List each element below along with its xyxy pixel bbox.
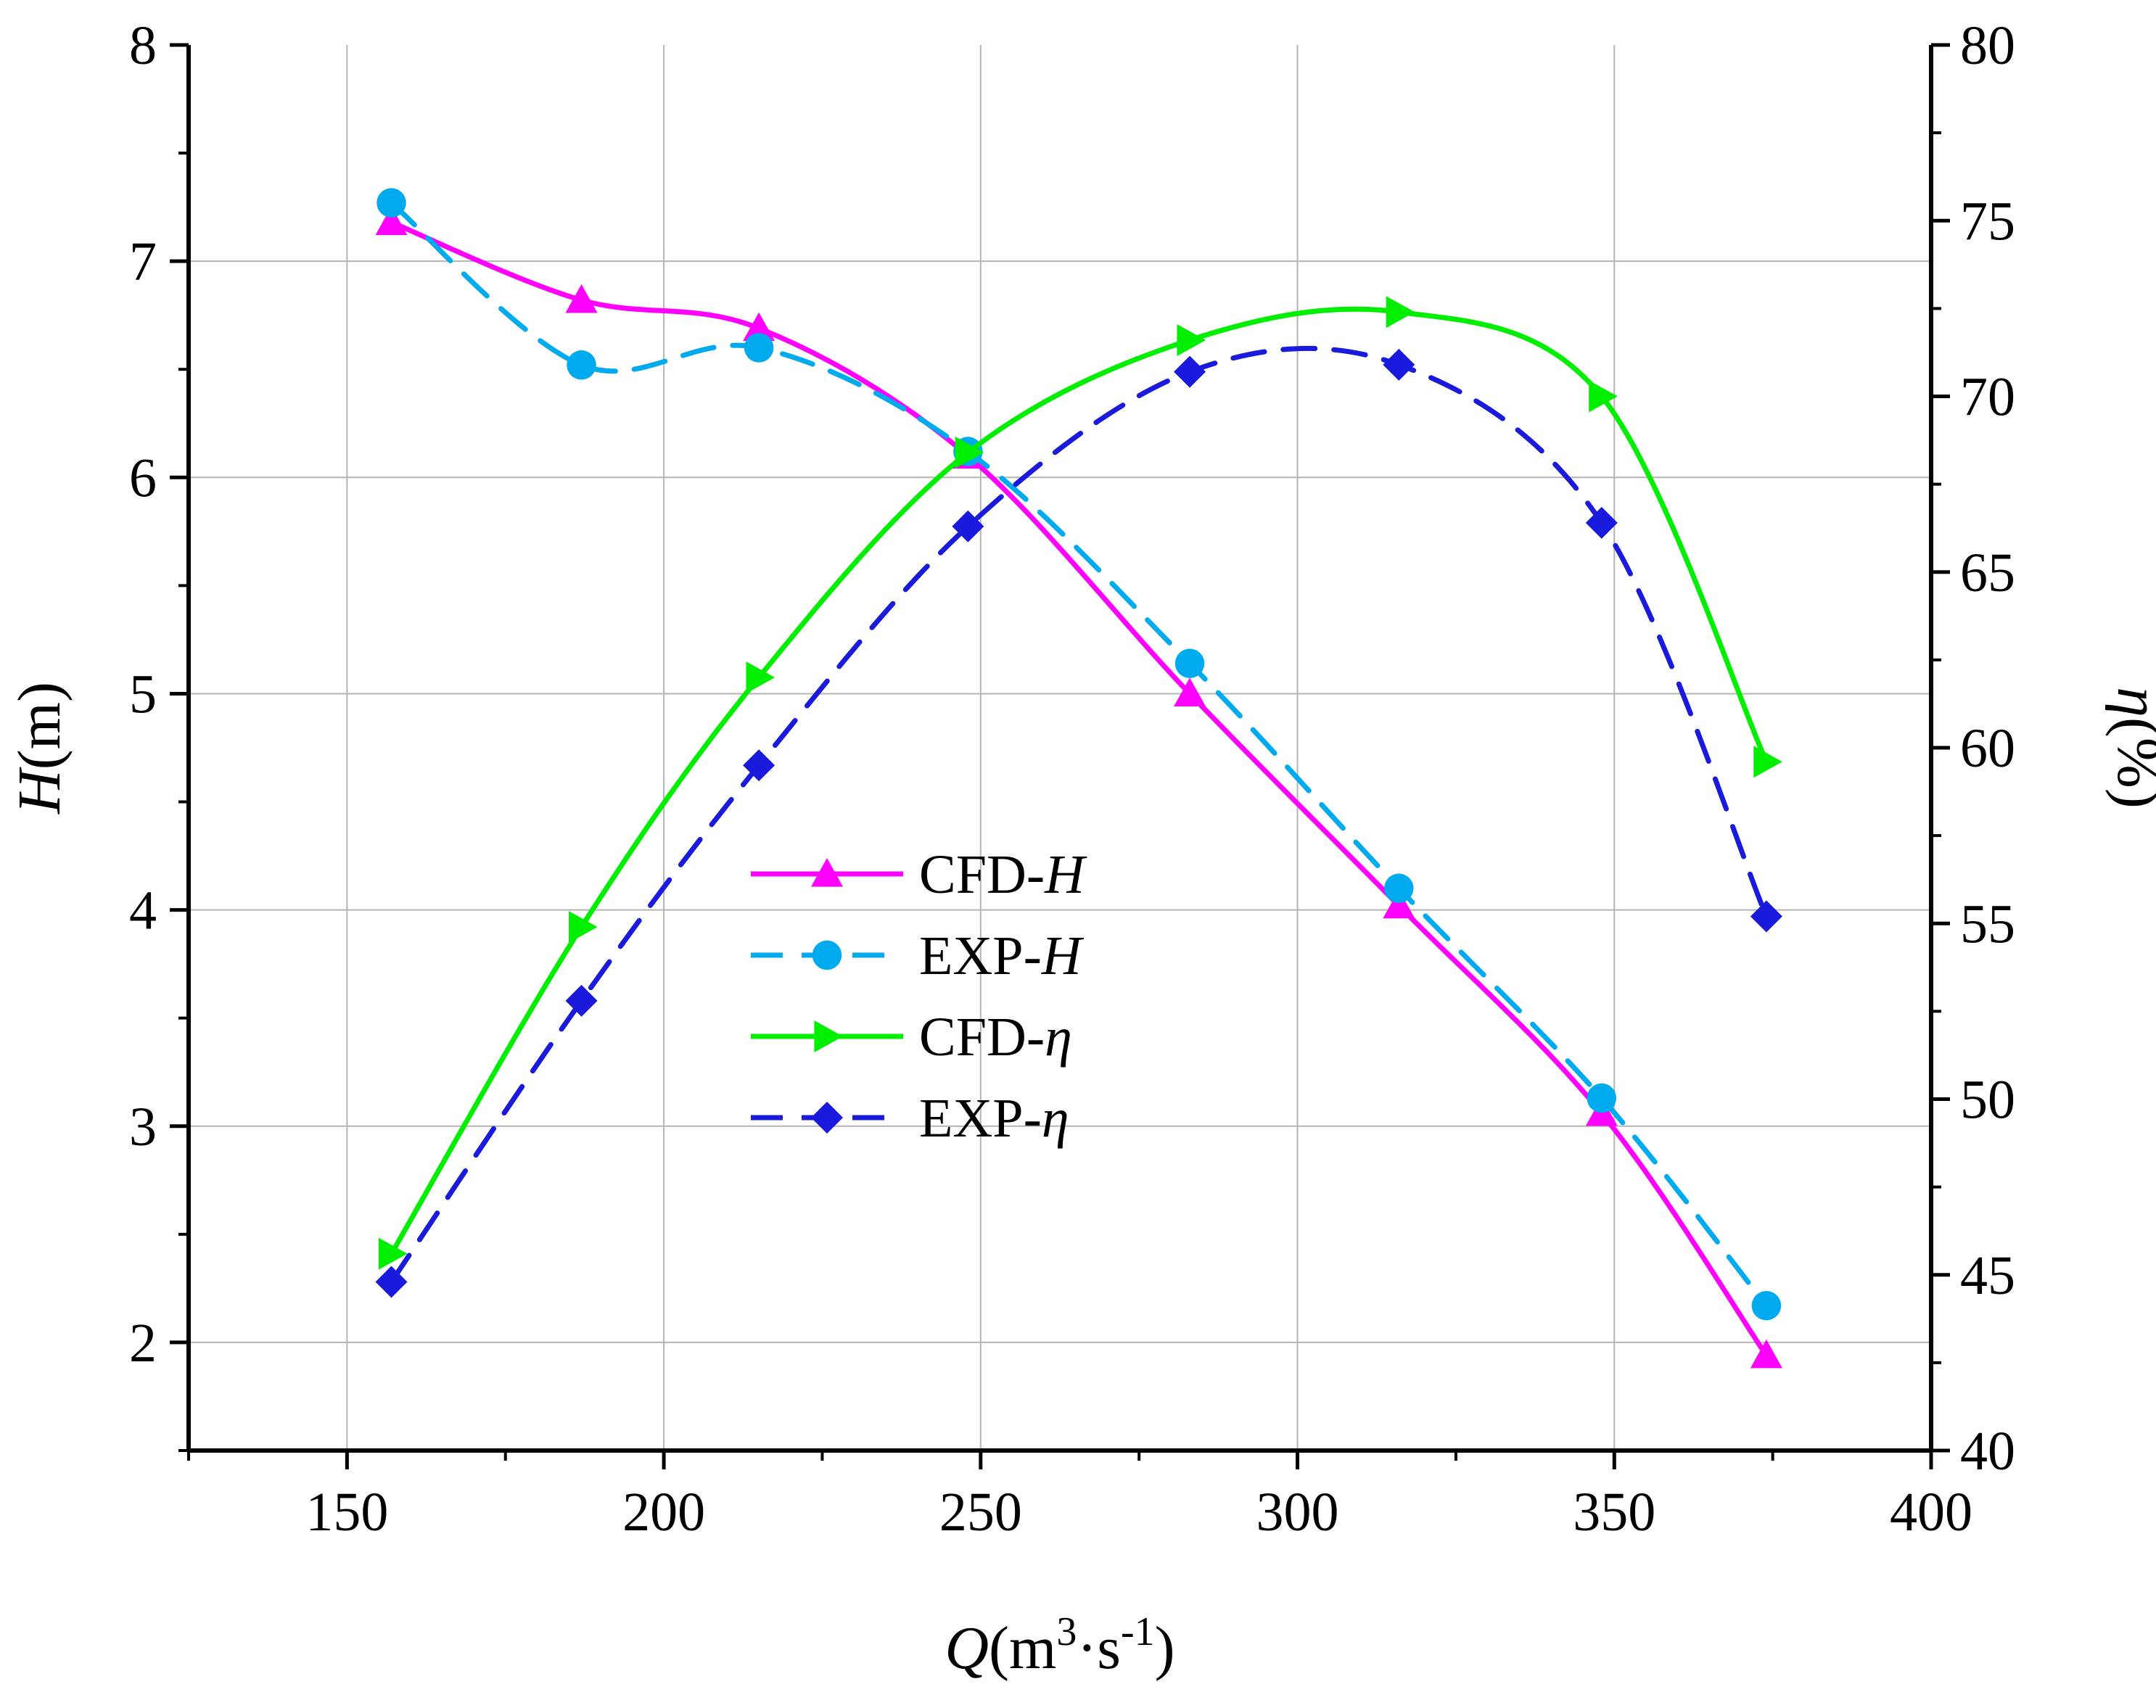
data-point-EXP-η [1750,900,1782,933]
axes: 150 200 250 300 350 4002345678404550556065707… [6,15,2156,1682]
y-left-tick-label: 8 [129,15,157,76]
y-left-tick-label: 3 [129,1097,157,1158]
legend-item-CFD-η: CFD-η [751,1007,1072,1068]
legend-label: EXP-η [919,1088,1069,1149]
legend-swatch-marker [811,1102,843,1134]
data-point-CFD-η [1177,323,1206,356]
grid [189,45,1931,1451]
data-point-CFD-η [1386,296,1415,329]
legend-item-CFD-H: CFD-H [751,844,1087,905]
data-point-EXP-η [565,984,598,1017]
series-EXP-η [375,345,1782,1298]
y-left-tick-label: 2 [129,1313,157,1374]
data-point-EXP-η [1383,348,1415,381]
data-point-CFD-η [568,911,598,944]
y-right-tick-label: 70 [1960,367,2015,428]
y-right-tick-label: 60 [1960,718,2015,779]
data-point-EXP-H [1174,648,1205,678]
y-right-tick-label: 50 [1960,1070,2015,1131]
y-left-axis-title: H(m) [6,682,73,814]
y-right-tick-label: 55 [1960,894,2015,954]
legend-label: EXP-H [919,925,1085,986]
x-tick-label: 350 [1573,1482,1655,1543]
plot-area [375,188,1782,1369]
x-tick-label: 400 [1890,1482,1972,1543]
y-right-tick-label: 65 [1960,542,2015,603]
legend-label: CFD-H [919,844,1087,905]
legend-label: CFD-η [919,1007,1072,1068]
data-point-EXP-η [1585,506,1618,539]
legend: CFD-H EXP-H CFD-η EXP-η [751,844,1087,1149]
data-point-CFD-H [1383,889,1415,919]
legend-swatch-marker [812,940,842,970]
legend-item-EXP-η: EXP-η [751,1088,1069,1149]
y-right-axis-title: η(%) [2104,687,2156,809]
data-point-EXP-H [377,188,406,218]
series-CFD-η [378,296,1782,1270]
data-point-CFD-H [1750,1339,1782,1369]
data-point-EXP-η [743,749,775,782]
data-point-CFD-H [1174,677,1206,707]
x-axis-title: Q(m3·s-1) [945,1609,1174,1682]
y-right-tick-label: 80 [1960,15,2015,76]
data-point-CFD-H [743,312,775,342]
series-line-EXP-H [389,200,1769,1308]
y-left-tick-label: 4 [129,880,157,941]
data-point-CFD-η [378,1237,408,1270]
data-point-CFD-η [1589,380,1618,413]
legend-item-EXP-H: EXP-H [751,925,1085,986]
y-right-tick-label: 45 [1960,1245,2015,1306]
y-left-tick-label: 6 [129,447,157,508]
data-point-CFD-H [375,206,408,236]
data-point-CFD-η [955,437,984,469]
data-point-EXP-H [1587,1083,1617,1113]
y-right-tick-label: 75 [1960,191,2015,252]
x-tick-label: 150 [305,1482,388,1543]
data-point-EXP-H [744,333,774,363]
x-tick-label: 250 [939,1482,1022,1543]
data-point-CFD-H [565,284,598,313]
legend-swatch-marker [811,858,843,887]
data-point-CFD-η [1753,746,1782,778]
legend-swatch-marker [814,1020,843,1052]
data-point-EXP-H [1384,873,1414,904]
x-tick-label: 200 [622,1482,705,1543]
data-point-EXP-H [1751,1290,1782,1321]
y-right-tick-label: 40 [1960,1421,2015,1482]
y-left-tick-label: 5 [129,664,157,725]
x-tick-label: 300 [1256,1482,1339,1543]
data-point-EXP-η [375,1266,408,1298]
y-left-tick-label: 7 [129,231,157,292]
data-point-EXP-η [1174,355,1206,388]
data-point-EXP-H [567,350,596,380]
data-point-CFD-η [746,661,775,694]
data-point-EXP-η [952,510,984,542]
